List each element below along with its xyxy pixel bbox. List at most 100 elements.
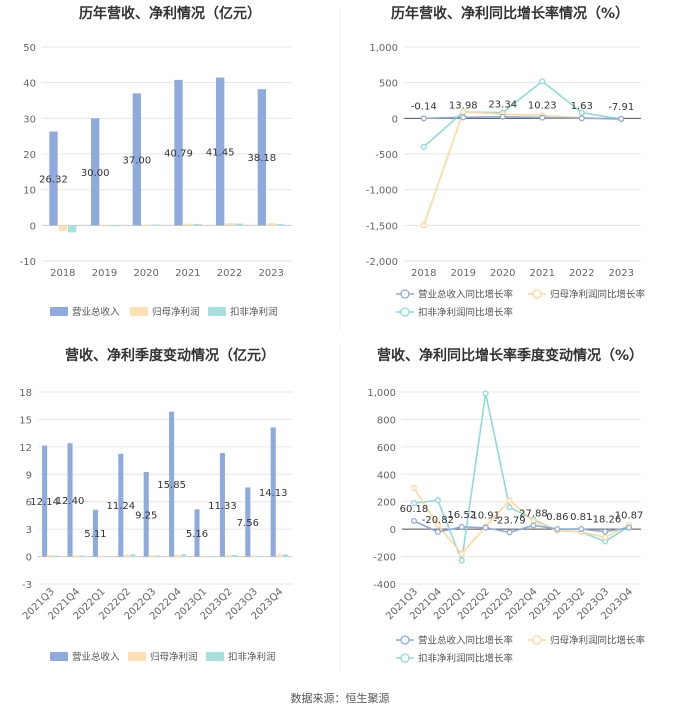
bar-data-label: 30.00	[81, 168, 110, 179]
bar-revenue	[67, 443, 73, 557]
y-tick-label: 200	[377, 498, 396, 509]
series-point	[602, 528, 609, 535]
bar-deducted-profit	[206, 556, 212, 558]
line-data-label: -20.82	[422, 515, 454, 526]
y-tick-label: 600	[377, 443, 396, 454]
bar-net-profit	[73, 555, 79, 557]
line-data-label: 23.34	[488, 100, 517, 111]
y-tick-label: -500	[375, 150, 398, 161]
bar-revenue	[174, 79, 183, 226]
bar-data-label: 11.33	[208, 501, 237, 512]
y-tick-label: 18	[19, 388, 32, 399]
x-tick-label: 2020	[490, 268, 515, 279]
x-tick-label: 2021	[530, 268, 555, 279]
series-point	[458, 523, 465, 530]
bar-revenue	[132, 93, 141, 226]
line-data-label: 10.87	[615, 511, 644, 522]
bar-net-profit	[183, 223, 192, 226]
series-point	[506, 497, 513, 504]
x-tick-label: 2019	[92, 268, 117, 279]
line-data-label: 60.18	[400, 504, 429, 515]
legend-swatch	[128, 652, 146, 661]
legend-label: 归母净利润	[152, 306, 200, 318]
bar-revenue	[143, 472, 149, 557]
line-data-label: 1.63	[571, 101, 593, 112]
bar-revenue	[42, 445, 48, 557]
bar-data-label: 12.40	[56, 496, 85, 507]
y-tick-label: 800	[377, 415, 396, 426]
line-data-label: 27.88	[519, 508, 548, 519]
series-point	[458, 550, 465, 557]
bar-data-label: 40.79	[164, 149, 193, 160]
legend-swatch	[50, 652, 68, 661]
line-data-label: -0.14	[411, 101, 437, 112]
bar-net-profit	[267, 223, 276, 226]
bar-deducted-profit	[234, 223, 243, 226]
legend-swatch	[208, 307, 226, 316]
bar-data-label: 41.45	[206, 147, 235, 158]
legend-label: 归母净利润同比增长率	[550, 635, 646, 647]
y-tick-label: -200	[373, 553, 396, 564]
series-point	[410, 517, 418, 524]
line-data-label: 0.81	[570, 512, 592, 523]
y-tick-label: 30	[23, 114, 36, 125]
series-line-0	[413, 520, 630, 534]
series-point	[499, 113, 506, 120]
bar-revenue	[270, 427, 276, 557]
y-tick-label: 12	[19, 443, 32, 454]
line-data-label: 10.91	[471, 511, 500, 522]
y-tick-label: 3	[26, 525, 32, 536]
bar-data-label: 11.24	[106, 501, 135, 512]
series-line-1	[422, 111, 622, 226]
bar-data-label: 7.56	[237, 518, 259, 529]
bar-net-profit	[276, 553, 282, 557]
series-point	[410, 484, 418, 492]
bar-deducted-profit	[79, 555, 85, 557]
bar-data-label: 5.11	[84, 529, 106, 540]
series-point	[458, 557, 465, 564]
series-point	[602, 534, 609, 541]
y-tick-label: 6	[26, 498, 32, 509]
legend-label: 扣非净利润	[228, 651, 276, 663]
bar-deducted-profit	[68, 225, 77, 233]
bar-deducted-profit	[155, 555, 161, 557]
y-tick-label: 500	[379, 79, 398, 90]
x-tick-label: 2019	[451, 268, 476, 279]
x-tick-label: 2023	[609, 268, 634, 279]
series-point	[625, 524, 633, 531]
legend-swatch	[50, 307, 68, 316]
series-point	[420, 143, 427, 150]
y-tick-label: 10	[23, 186, 36, 197]
chart-title: 营收、净利同比增长率季度变动情况（%）	[377, 347, 643, 364]
x-tick-label: 2018	[411, 268, 436, 279]
bar-deducted-profit	[276, 223, 285, 226]
y-tick-label: -1,500	[366, 221, 398, 232]
legend-label: 营业总收入同比增长率	[418, 635, 514, 647]
bar-net-profit	[100, 225, 109, 227]
chart-title: 营收、净利季度变动情况（亿元）	[65, 347, 275, 364]
bar-data-label: 26.32	[39, 174, 68, 185]
bar-data-label: 38.18	[248, 153, 277, 164]
line-data-label: 13.98	[449, 100, 478, 111]
bar-data-label: 37.00	[123, 155, 152, 166]
bar-deducted-profit	[257, 555, 263, 557]
series-point	[506, 504, 513, 511]
bar-data-label: 12.14	[30, 497, 59, 508]
bar-deducted-profit	[151, 224, 160, 226]
bar-deducted-profit	[282, 554, 288, 557]
bar-revenue	[92, 509, 98, 557]
legend-label: 归母净利润	[150, 651, 198, 663]
bar-revenue	[219, 452, 225, 557]
bar-net-profit	[175, 554, 181, 557]
series-line-0	[423, 115, 622, 120]
bar-deducted-profit	[109, 225, 118, 227]
line-data-label: 0.86	[546, 512, 568, 523]
bar-net-profit	[58, 225, 67, 232]
series-point	[482, 524, 489, 531]
y-tick-label: -400	[373, 580, 396, 591]
series-line-1	[413, 487, 630, 556]
series-point	[578, 525, 585, 533]
legend-marker	[400, 653, 410, 663]
series-point	[618, 115, 625, 122]
